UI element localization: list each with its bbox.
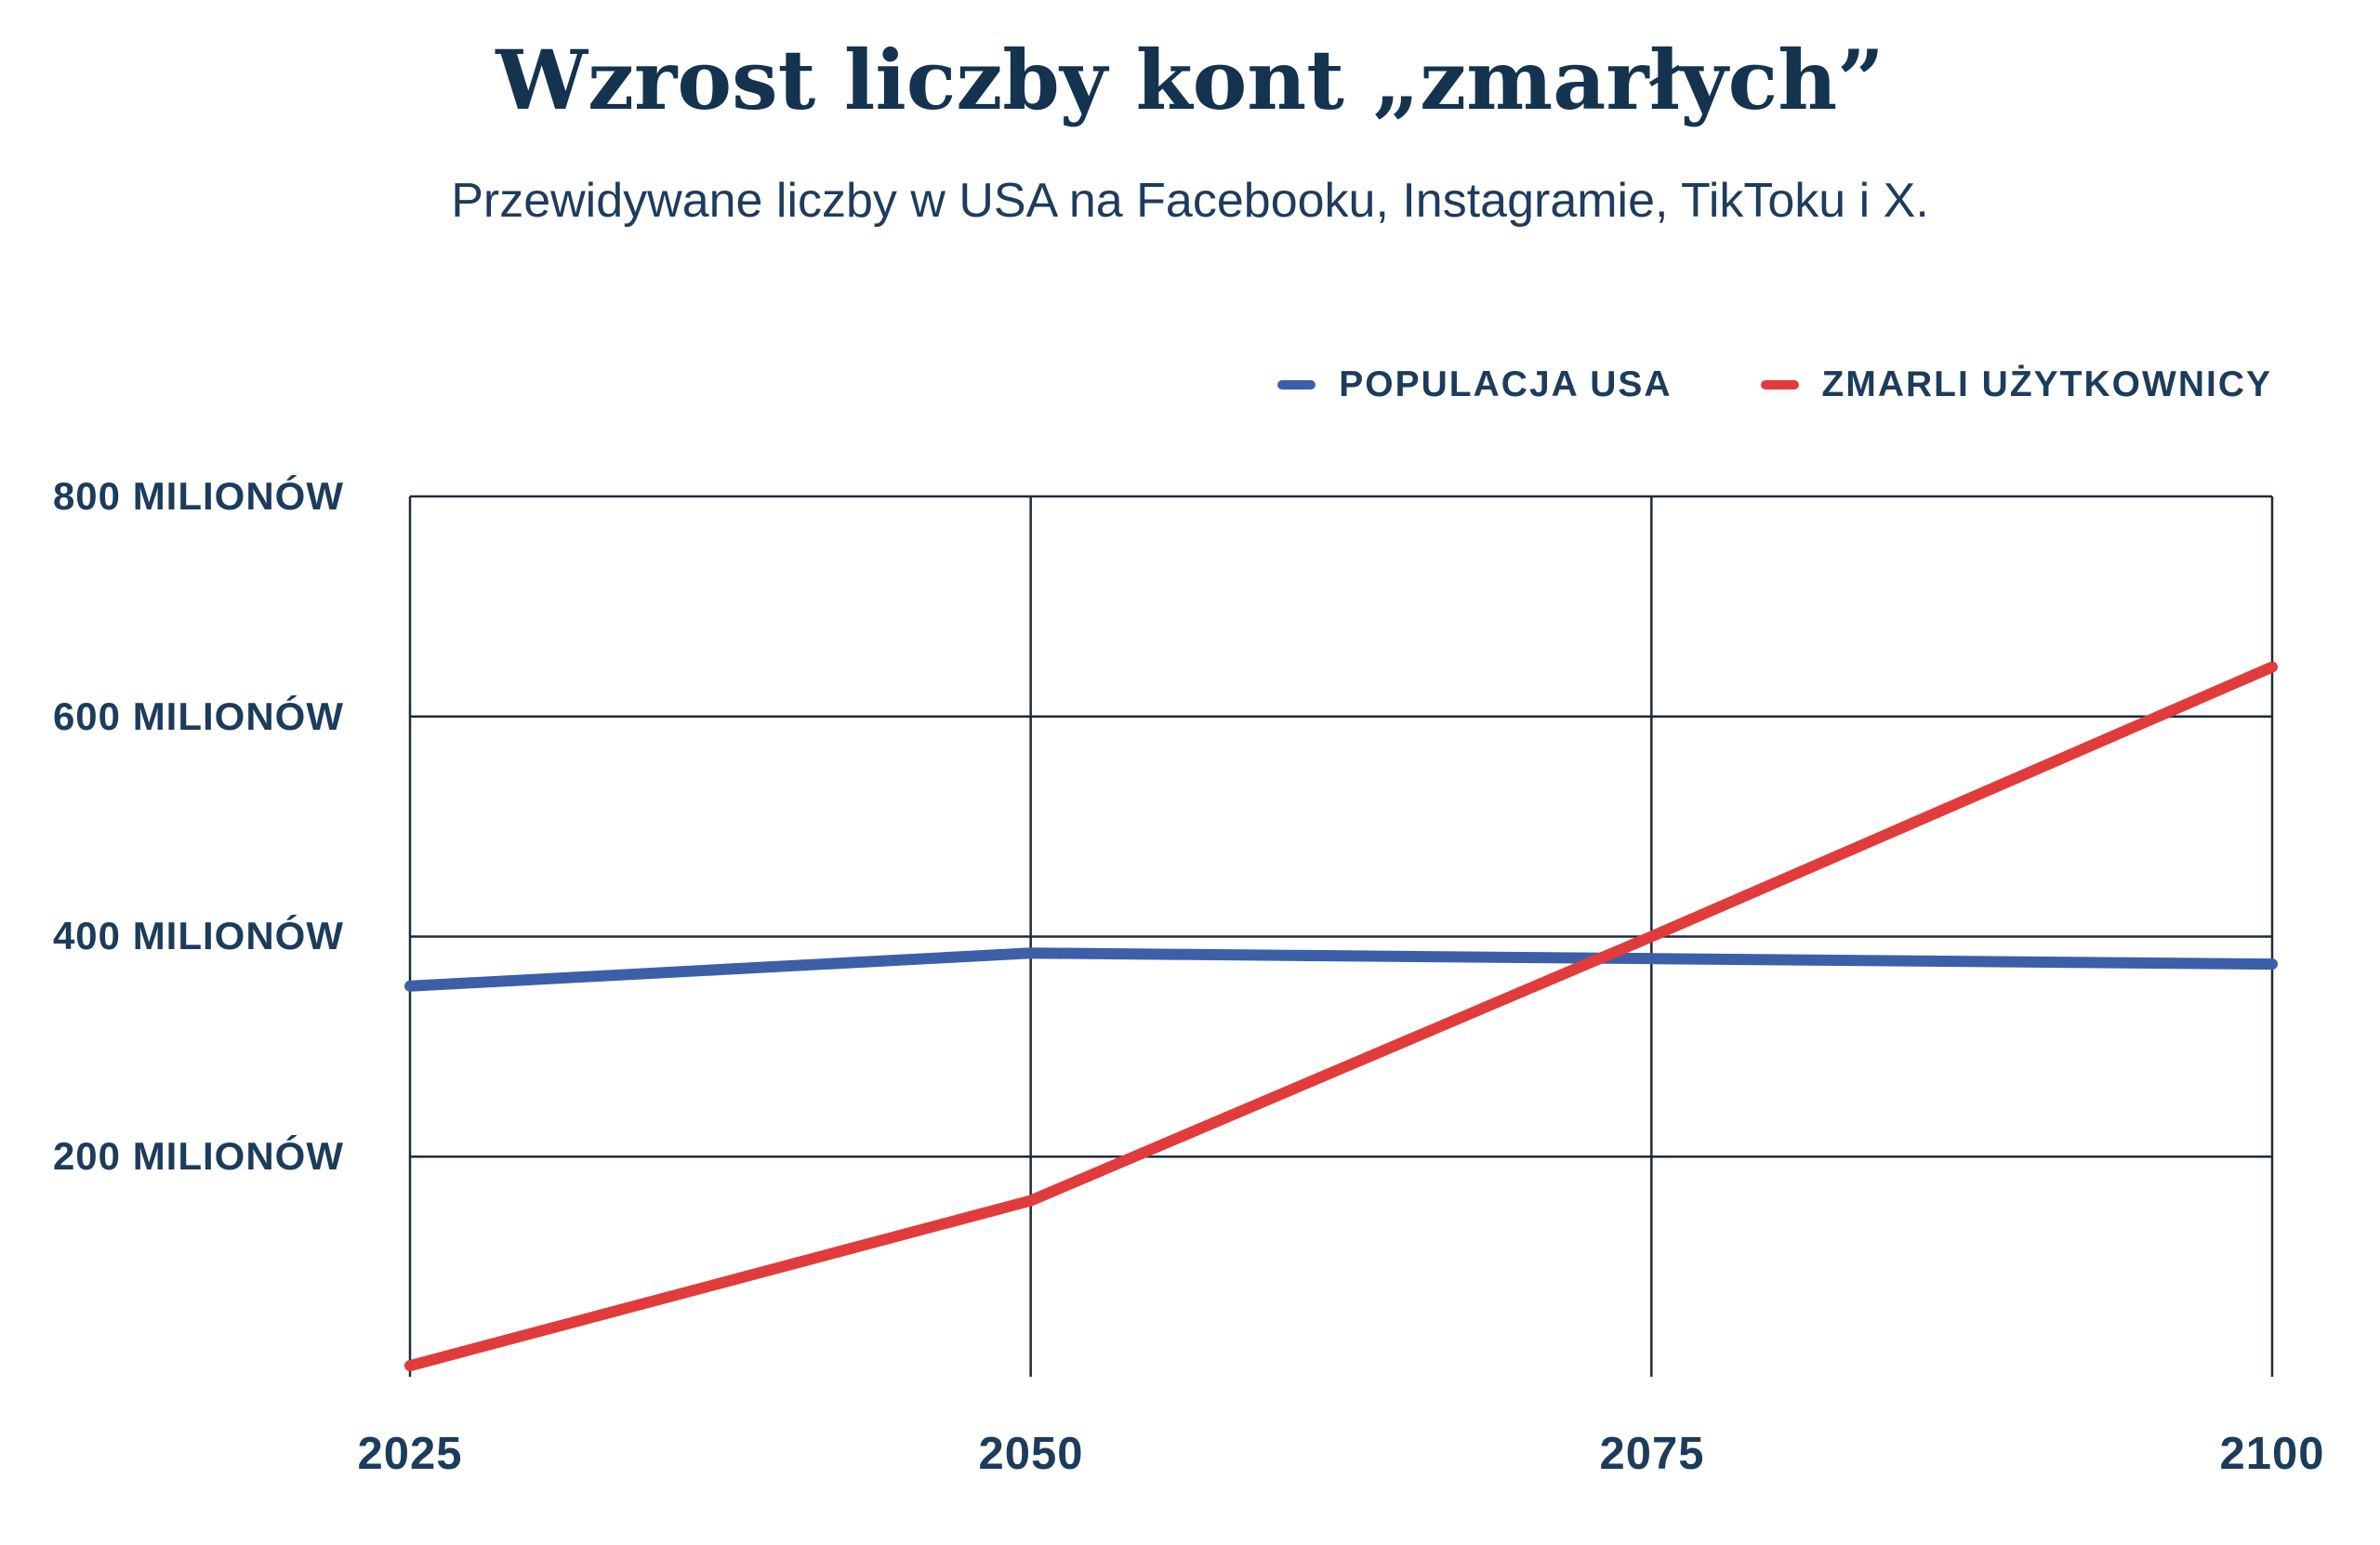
x-axis-tick-2075: 2075 <box>1599 1429 1705 1479</box>
y-axis-tick-200: 200 MILIONÓW <box>52 1134 344 1178</box>
legend-dash-deceased-icon <box>1760 380 1799 390</box>
page-title: Wzrost liczby kont „zmarłych” <box>496 32 1884 128</box>
legend-item-deceased: ZMARLI UŻYTKOWNICY <box>1760 364 2272 405</box>
x-axis-tick-2025: 2025 <box>357 1429 463 1479</box>
legend: POPULACJA USA ZMARLI UŻYTKOWNICY <box>1277 364 2272 405</box>
line-chart-plot-area <box>404 495 2278 1377</box>
y-axis-tick-600: 600 MILIONÓW <box>52 694 344 738</box>
legend-label-deceased: ZMARLI UŻYTKOWNICY <box>1821 364 2272 404</box>
x-axis-tick-2050: 2050 <box>978 1429 1084 1479</box>
legend-label-population: POPULACJA USA <box>1339 364 1673 404</box>
legend-item-population: POPULACJA USA <box>1277 364 1672 405</box>
series-line-deceased-users <box>404 661 2278 1372</box>
page-subtitle: Przewidywane liczby w USA na Facebooku, … <box>451 174 1929 228</box>
x-axis-tick-2100: 2100 <box>2219 1429 2325 1479</box>
series-line-population <box>404 947 2278 992</box>
legend-dash-population-icon <box>1277 380 1316 390</box>
y-axis-tick-800: 800 MILIONÓW <box>52 474 344 518</box>
y-axis-tick-400: 400 MILIONÓW <box>52 914 344 957</box>
